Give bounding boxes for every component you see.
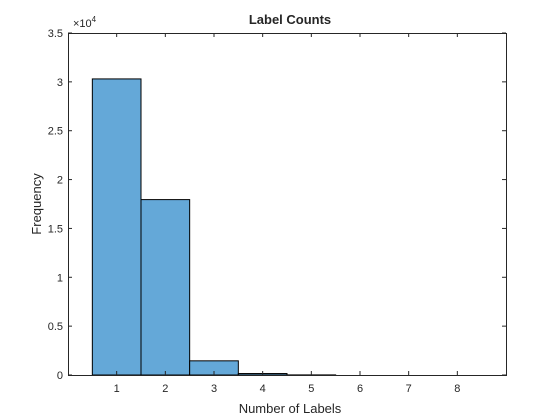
y-axis-multiplier: ×104	[73, 15, 97, 30]
x-tick-label-7: 7	[406, 383, 412, 395]
y-tick-label-0: 0	[57, 370, 63, 382]
x-tick-label-6: 6	[357, 383, 363, 395]
x-tick-label-8: 8	[454, 383, 460, 395]
y-tick-label-3.5: 3.5	[48, 28, 63, 40]
x-tick-label-1: 1	[114, 383, 120, 395]
y-tick-label-2.5: 2.5	[48, 126, 63, 138]
y-axis-label: Frequency	[29, 173, 44, 235]
x-axis-label: Number of Labels	[239, 401, 342, 416]
y-tick-label-2: 2	[57, 175, 63, 187]
y-tick-label-1: 1	[57, 272, 63, 284]
y-multiplier-base: ×10	[73, 18, 92, 30]
x-tick-label-5: 5	[308, 383, 314, 395]
x-tick-label-2: 2	[162, 383, 168, 395]
x-tick-label-4: 4	[260, 383, 266, 395]
y-tick-label-3: 3	[57, 77, 63, 89]
y-tick-label-1.5: 1.5	[48, 223, 63, 235]
y-axis-ticks: 0 0.5 1 1.5 2 2.5 3 3.5	[48, 28, 506, 382]
chart-title: Label Counts	[249, 12, 331, 27]
y-tick-label-0.5: 0.5	[48, 321, 63, 333]
bar-1	[91, 78, 142, 376]
x-axis-ticks: 1 2 3 4 5 6 7 8	[114, 33, 460, 395]
bar-2	[140, 199, 191, 376]
y-multiplier-exponent: 4	[92, 15, 97, 24]
x-tick-label-3: 3	[211, 383, 217, 395]
axes-box	[68, 33, 507, 376]
bars-group	[91, 78, 337, 376]
